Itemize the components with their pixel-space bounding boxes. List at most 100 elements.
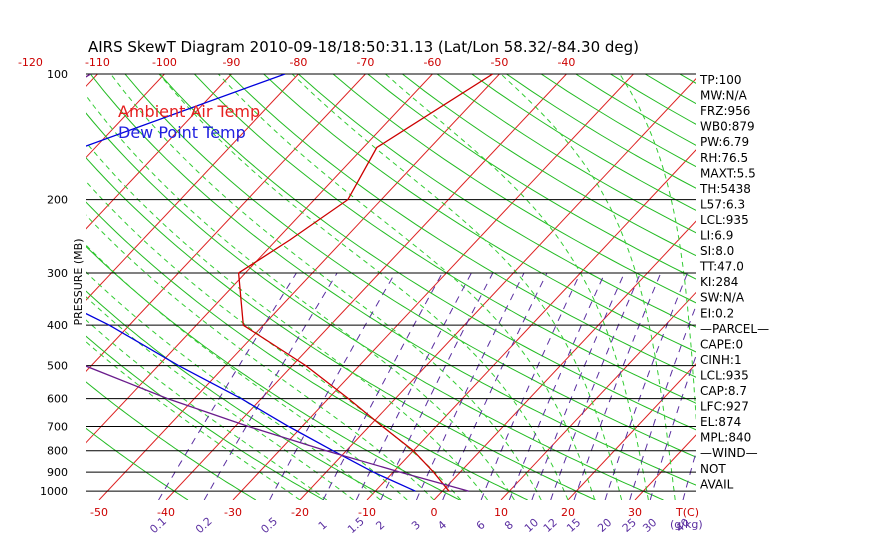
bottom-temp-tick-label: -50 (90, 506, 108, 519)
mixing-ratio-tick-label: 8 (502, 518, 516, 532)
isotherm-line (232, 74, 634, 500)
index-label: LCL:935 (700, 213, 749, 227)
dry-adiabat-line (86, 112, 664, 500)
bottom-temp-tick-label: -20 (291, 506, 309, 519)
isotherm-line (86, 74, 232, 230)
index-label: CAP:8.7 (700, 384, 747, 398)
dry-adiabat-line (263, 74, 696, 353)
mixing-ratio-tick-label: 30 (640, 516, 659, 535)
index-label: CAPE:0 (700, 337, 743, 351)
dry-adiabat-line (367, 74, 696, 280)
pressure-tick-label: 300 (47, 267, 68, 280)
mixing-ratio-tick-label: 4 (435, 518, 449, 532)
top-temp-tick-label: -120 (18, 56, 43, 69)
mixing-ratio-tick-label: 1 (316, 518, 330, 532)
chart-title: AIRS SkewT Diagram 2010-09-18/18:50:31.1… (88, 38, 639, 56)
index-label: EL:874 (700, 415, 741, 429)
top-temp-tick-label: -100 (152, 56, 177, 69)
dry-adiabat-line (86, 201, 528, 500)
dry-adiabat-line (86, 381, 257, 500)
pressure-tick-label: 600 (47, 393, 68, 406)
isotherm-line (769, 74, 870, 500)
bottom-temp-tick-label: -40 (157, 506, 175, 519)
pressure-tick-label: 700 (47, 421, 68, 434)
moist-adiabat-line (86, 94, 515, 500)
moist-adiabat-line (158, 74, 569, 500)
isotherm-line (0, 74, 30, 500)
mixing-ratio-line (269, 272, 396, 500)
top-temp-tick-label: -80 (289, 56, 307, 69)
moist-adiabat-line (291, 74, 623, 500)
mixing-ratio-line (203, 272, 338, 500)
index-label: L57:6.3 (700, 197, 745, 211)
index-label: MPL:840 (700, 431, 751, 445)
index-label: TP:100 (699, 73, 742, 87)
dry-adiabat-line (402, 74, 696, 257)
dry-adiabat-line (298, 74, 696, 328)
isotherm-line (86, 74, 366, 373)
index-label: —PARCEL— (700, 322, 769, 336)
isotherm-line (836, 74, 870, 500)
mixing-ratio-line (573, 272, 662, 500)
profile-ambient-air-temp (237, 74, 494, 492)
mixing-ratio-tick-label: 3 (409, 518, 423, 532)
sounding-profiles (86, 74, 494, 492)
top-temp-tick-label: -60 (423, 56, 441, 69)
dry-adiabat-line (471, 74, 696, 211)
index-label: MW:N/A (700, 89, 748, 103)
isotherm-line (433, 220, 696, 500)
dry-adiabat-line (644, 74, 696, 105)
pressure-tick-label: 200 (47, 194, 68, 207)
dry-adiabat-line (86, 290, 393, 500)
moist-adiabat-line (86, 180, 462, 500)
bottom-temp-tick-label: 30 (628, 506, 642, 519)
index-label: NOT (700, 462, 726, 476)
dry-adiabat-line (194, 74, 696, 404)
top-temp-tick-label: -70 (356, 56, 374, 69)
index-label: TT:47.0 (699, 260, 744, 274)
temp-unit-label: T(C) (675, 506, 699, 519)
index-label: PW:6.79 (700, 135, 749, 149)
legend-dew-point-temp: Dew Point Temp (118, 123, 246, 142)
bottom-temp-tick-label: 10 (494, 506, 508, 519)
moist-adiabat-line (86, 296, 354, 500)
moist-adiabat-line (86, 141, 488, 500)
index-label: WB0:879 (700, 120, 755, 134)
mixing-ratio-tick-label: 0.2 (193, 515, 215, 536)
moist-adiabat-line (500, 74, 676, 500)
pressure-tick-label: 500 (47, 360, 68, 373)
moist-adiabat-line (385, 74, 649, 500)
profile-parcel (86, 74, 470, 492)
mixing-ratio-tick-label: 2 (373, 518, 387, 532)
index-label: SW:N/A (700, 291, 745, 305)
isotherm-line (165, 74, 567, 500)
pressure-tick-label: 800 (47, 445, 68, 458)
legend: Ambient Air Temp Dew Point Temp (118, 102, 260, 142)
index-label: MAXT:5.5 (700, 166, 756, 180)
index-label: —WIND— (700, 446, 758, 460)
bottom-temp-tick-label: 20 (561, 506, 575, 519)
bottom-temp-tick-label: -10 (358, 506, 376, 519)
pressure-tick-label: 100 (47, 68, 68, 81)
bottom-temp-tick-label: 0 (431, 506, 438, 519)
mixing-ratio-line (158, 272, 297, 500)
isobars: 100 200 300 400 500 600 700 800 900 1000 (40, 68, 696, 498)
index-label: FRZ:956 (700, 104, 750, 118)
dry-adiabat-line (332, 74, 696, 304)
index-label: SI:8.0 (700, 244, 734, 258)
legend-ambient-air-temp: Ambient Air Temp (118, 102, 260, 121)
isotherm-line (634, 434, 696, 500)
mixing-ratio-line (380, 272, 494, 500)
isotherm-line (86, 74, 299, 301)
mixing-ratio-line (604, 272, 688, 500)
mixing-ratio-line (355, 272, 472, 500)
isotherm-line (98, 74, 500, 500)
moist-adiabat-line (619, 74, 696, 423)
dry-adiabat-line (228, 74, 696, 378)
isotherm-line (86, 74, 165, 159)
y-axis-label: PRESSURE (MB) (72, 239, 85, 326)
pressure-tick-label: 900 (47, 466, 68, 479)
moist-adiabat-line (86, 271, 381, 500)
